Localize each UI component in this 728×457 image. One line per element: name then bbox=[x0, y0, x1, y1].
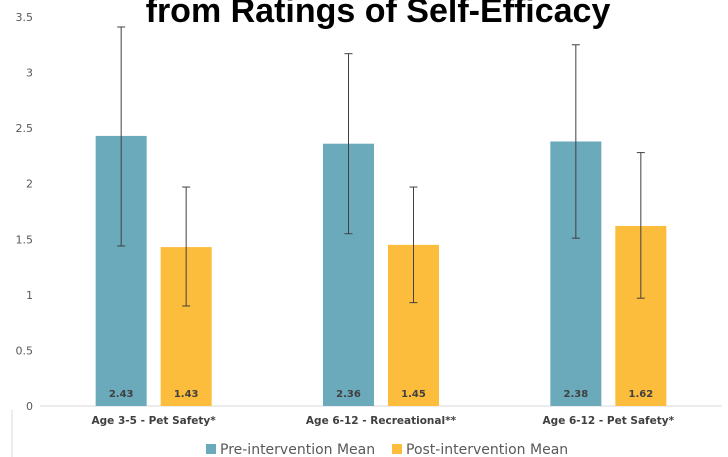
y-tick-label: 2 bbox=[26, 178, 33, 191]
data-label: 2.36 bbox=[336, 389, 361, 400]
legend-label: Pre-intervention Mean bbox=[220, 442, 375, 457]
y-tick-label: 0.5 bbox=[16, 344, 34, 357]
error-bars-group bbox=[117, 26, 645, 307]
data-label: 2.38 bbox=[563, 389, 588, 400]
category-label: Age 6-12 - Pet Safety* bbox=[543, 415, 675, 427]
error-bar-pre-1 bbox=[117, 26, 126, 247]
legend-item-post: Post-intervention Mean bbox=[392, 442, 568, 457]
category-labels-group: Age 3-5 - Pet Safety* Age 6-12 - Recreati… bbox=[92, 415, 675, 427]
error-bar-pre-2 bbox=[344, 53, 353, 235]
data-label: 1.62 bbox=[628, 389, 653, 400]
y-tick-label: 2.5 bbox=[16, 122, 34, 135]
legend-swatch bbox=[206, 444, 216, 454]
y-tick-label: 0 bbox=[26, 400, 33, 413]
data-label: 2.43 bbox=[109, 389, 134, 400]
category-label: Age 3-5 - Pet Safety* bbox=[92, 415, 217, 427]
legend-item-pre: Pre-intervention Mean bbox=[206, 442, 375, 457]
y-tick-label: 3.5 bbox=[16, 11, 34, 24]
bars-group bbox=[95, 135, 667, 407]
error-bar-pre-3 bbox=[571, 44, 580, 239]
legend: Pre-intervention Mean Post-intervention M… bbox=[206, 442, 568, 457]
y-tick-label: 3 bbox=[26, 67, 33, 80]
data-label: 1.43 bbox=[174, 389, 199, 400]
data-labels-group: 2.43 1.43 2.36 1.45 2.38 1.62 bbox=[109, 389, 653, 400]
legend-label: Post-intervention Mean bbox=[406, 442, 568, 457]
y-tick-label: 1.5 bbox=[16, 233, 34, 246]
chart-title: from Ratings of Self-Efficacy bbox=[146, 0, 611, 30]
y-axis: 0 0.5 1 1.5 2 2.5 3 3.5 bbox=[16, 11, 34, 413]
error-bar-post-1 bbox=[182, 186, 191, 307]
legend-swatch bbox=[392, 444, 402, 454]
category-label: Age 6-12 - Recreational** bbox=[306, 415, 457, 427]
error-bar-post-3 bbox=[636, 152, 645, 299]
error-bar-post-2 bbox=[409, 186, 418, 304]
y-tick-label: 1 bbox=[26, 289, 33, 302]
data-label: 1.45 bbox=[401, 389, 426, 400]
